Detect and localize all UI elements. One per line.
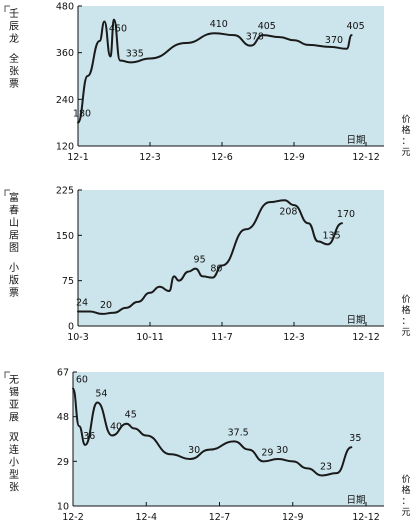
- series-line: [77, 199, 343, 315]
- x-tick-label: 12-9: [282, 512, 304, 523]
- data-label: 208: [279, 206, 297, 217]
- data-label: 170: [337, 209, 355, 220]
- y-tick-label: 240: [56, 95, 74, 106]
- x-tick-label: 12-3: [139, 152, 161, 163]
- y-tick-label: 0: [68, 322, 74, 333]
- x-tick-label: 12-6: [211, 152, 233, 163]
- y-tick-label: 120: [56, 142, 74, 153]
- data-label: 180: [73, 109, 91, 120]
- y-tick-label: 225: [56, 186, 74, 197]
- data-label: 378: [246, 32, 264, 43]
- data-label: 60: [76, 374, 88, 385]
- y-tick-label: 10: [57, 502, 69, 513]
- data-label: 40: [110, 421, 122, 432]
- data-label: 23: [320, 461, 332, 472]
- y-tick-label: 67: [57, 368, 69, 379]
- x-axis-label: 日期: [346, 315, 365, 326]
- data-label: 29: [261, 447, 273, 458]
- data-label: 20: [100, 300, 112, 311]
- data-label: 410: [210, 19, 228, 30]
- data-label: 37.5: [228, 427, 249, 438]
- x-tick-label: 10-11: [136, 332, 164, 343]
- y-tick-label: 150: [56, 231, 74, 242]
- y-axis-label: 价格：元: [401, 114, 410, 158]
- series-line: [72, 387, 353, 477]
- series-line: [77, 18, 353, 124]
- title-bracket: [4, 371, 10, 378]
- y-tick-label: 48: [57, 412, 69, 423]
- x-tick-label: 12-12: [352, 512, 380, 523]
- y-tick-label: 360: [56, 48, 74, 59]
- data-label: 135: [323, 230, 341, 241]
- data-label: 24: [76, 297, 88, 308]
- data-label: 80: [210, 264, 222, 275]
- x-tick-label: 11-7: [211, 332, 233, 343]
- data-label: 450: [109, 24, 127, 35]
- data-label: 30: [188, 445, 200, 456]
- y-axis-label: 价格：元: [401, 294, 410, 338]
- data-label: 335: [126, 48, 144, 59]
- x-tick-label: 10-3: [67, 332, 89, 343]
- x-tick-label: 12-12: [352, 332, 380, 343]
- y-tick-label: 75: [62, 276, 74, 287]
- x-tick-label: 12-3: [283, 332, 305, 343]
- x-tick-label: 12-7: [209, 512, 231, 523]
- data-label: 35: [349, 433, 361, 444]
- data-label: 405: [347, 21, 365, 32]
- data-label: 45: [125, 410, 137, 421]
- title-bracket: [4, 189, 10, 196]
- title-bracket: [4, 5, 10, 12]
- chart-title: 壬辰龙全张票: [9, 8, 19, 90]
- data-label: 405: [258, 21, 276, 32]
- data-label: 30: [276, 445, 288, 456]
- plot-area: [73, 372, 384, 506]
- data-label: 370: [325, 35, 343, 46]
- data-label: 36: [83, 431, 95, 442]
- x-axis-label: 日期: [346, 135, 365, 146]
- chart-title: 富春山居图小版票: [9, 191, 19, 299]
- x-axis-label: 日期: [346, 495, 365, 506]
- y-axis-label: 价格：元: [401, 474, 410, 518]
- data-label: 95: [194, 255, 206, 266]
- x-tick-label: 12-1: [67, 152, 89, 163]
- y-tick-label: 480: [56, 2, 74, 13]
- x-tick-label: 12-4: [135, 512, 157, 523]
- x-tick-label: 12-9: [283, 152, 305, 163]
- chart-title: 无锡亚展双连小型张: [9, 375, 19, 494]
- x-tick-label: 12-2: [62, 512, 84, 523]
- data-label: 54: [95, 389, 107, 400]
- x-tick-label: 12-12: [352, 152, 380, 163]
- plot-area: [78, 6, 384, 146]
- y-tick-label: 29: [57, 457, 69, 468]
